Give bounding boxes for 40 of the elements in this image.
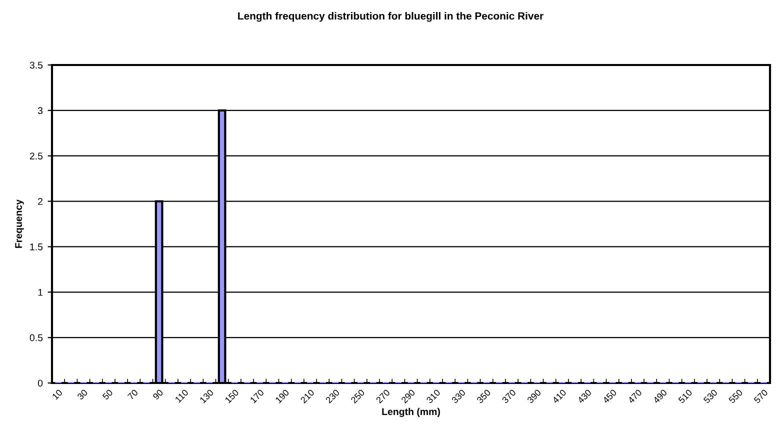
x-tick-label: 210 xyxy=(300,388,315,404)
y-tick-label: 2 xyxy=(38,198,42,205)
x-tick-label: 410 xyxy=(552,388,567,404)
x-tick-label: 330 xyxy=(451,388,466,404)
x-tick-label: 570 xyxy=(753,388,768,404)
y-axis-title: Frequency xyxy=(15,199,24,248)
x-tick-label: 470 xyxy=(627,388,642,404)
x-tick-label: 290 xyxy=(400,388,416,404)
y-tick-label: 1.5 xyxy=(30,244,43,250)
y-tick-label: 0.5 xyxy=(30,334,43,342)
y-tick-label: 3.5 xyxy=(30,62,43,69)
x-tick-label: 50 xyxy=(102,388,114,400)
y-tick-label: 2.5 xyxy=(30,152,43,160)
x-tick-label: 530 xyxy=(703,388,718,404)
y-tick-label: 0 xyxy=(38,380,43,387)
y-tick-label: 1 xyxy=(38,288,42,296)
x-tick-label: 170 xyxy=(250,388,264,404)
y-tick-label: 3 xyxy=(38,107,43,114)
x-tick-label: 430 xyxy=(577,388,592,404)
x-tick-label: 550 xyxy=(728,388,743,404)
x-tick-label: 130 xyxy=(199,388,214,404)
x-tick-label: 370 xyxy=(502,388,516,404)
x-tick-label: 450 xyxy=(602,388,617,404)
x-tick-label: 310 xyxy=(426,388,441,404)
x-tick-label: 30 xyxy=(76,388,88,400)
x-tick-label: 510 xyxy=(678,388,693,404)
x-tick-label: 10 xyxy=(52,388,63,400)
x-tick-label: 70 xyxy=(127,388,138,400)
x-tick-label: 150 xyxy=(224,388,240,404)
x-tick-label: 490 xyxy=(652,388,668,404)
x-tick-label: 270 xyxy=(376,388,390,404)
x-tick-label: 350 xyxy=(476,388,492,404)
x-tick-label: 230 xyxy=(325,388,340,404)
x-tick-label: 250 xyxy=(350,388,366,404)
x-tick-label: 390 xyxy=(526,388,542,404)
x-tick-label: 90 xyxy=(152,388,164,400)
x-tick-label: 110 xyxy=(174,388,189,403)
x-axis-title: Length (mm) xyxy=(382,408,440,418)
chart-title: Length frequency distribution for bluegill in the Peconic River xyxy=(238,12,544,22)
x-tick-label: 190 xyxy=(275,388,290,404)
